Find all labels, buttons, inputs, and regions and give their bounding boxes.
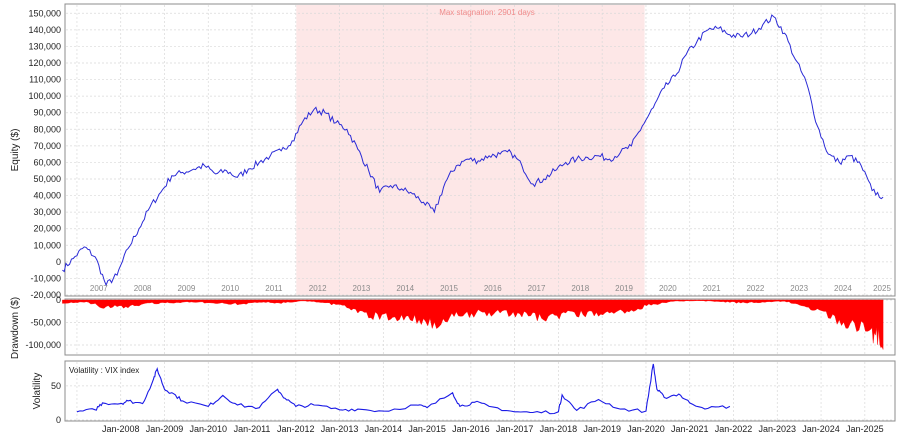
vix-x-tick: Jan-2021 xyxy=(671,424,709,434)
year-label: 2022 xyxy=(746,284,764,293)
year-label: 2018 xyxy=(571,284,589,293)
equity-ylabel: Equity ($) xyxy=(10,129,21,172)
vix-x-tick: Jan-2012 xyxy=(277,424,315,434)
stagnation-band xyxy=(296,5,645,295)
drawdown-y-tick: -100,000 xyxy=(25,340,61,350)
vix-y-tick: 0 xyxy=(56,415,61,425)
year-label: 2024 xyxy=(834,284,852,293)
year-label: 2013 xyxy=(353,284,371,293)
year-label: 2019 xyxy=(615,284,633,293)
equity-y-tick: 140,000 xyxy=(28,25,61,35)
equity-y-tick: 100,000 xyxy=(28,91,61,101)
equity-y-tick: 50,000 xyxy=(33,174,61,184)
year-label: 2015 xyxy=(440,284,458,293)
vix-x-tick: Jan-2023 xyxy=(759,424,797,434)
vix-x-tick: Jan-2018 xyxy=(540,424,578,434)
equity-y-tick: 30,000 xyxy=(33,207,61,217)
equity-y-tick: -20,000 xyxy=(30,290,61,300)
vix-x-tick: Jan-2019 xyxy=(583,424,621,434)
vix-x-tick: Jan-2017 xyxy=(496,424,534,434)
drawdown-area xyxy=(62,299,884,350)
vix-x-tick: Jan-2011 xyxy=(234,424,271,434)
drawdown-y-tick: 0 xyxy=(56,295,61,305)
vix-x-tick: Jan-2015 xyxy=(408,424,446,434)
equity-y-tick: 120,000 xyxy=(28,58,61,68)
year-label: 2020 xyxy=(659,284,677,293)
equity-y-tick: 40,000 xyxy=(33,191,61,201)
vix-x-tick: Jan-2014 xyxy=(365,424,403,434)
equity-y-tick: -10,000 xyxy=(30,273,61,283)
vix-ylabel: Volatility xyxy=(32,373,43,410)
equity-line xyxy=(62,14,884,287)
vix-x-tick: Jan-2010 xyxy=(189,424,227,434)
year-label: 2012 xyxy=(309,284,327,293)
year-label: 2008 xyxy=(134,284,152,293)
year-label: 2023 xyxy=(790,284,808,293)
vix-x-tick: Jan-2013 xyxy=(321,424,359,434)
equity-y-tick: 20,000 xyxy=(33,224,61,234)
equity-y-tick: 110,000 xyxy=(29,75,61,85)
equity-y-tick: 90,000 xyxy=(33,108,61,118)
equity-y-tick: 130,000 xyxy=(28,41,61,51)
vix-x-tick: Jan-2024 xyxy=(802,424,840,434)
year-label: 2025 xyxy=(873,284,891,293)
stagnation-annotation: Max stagnation: 2901 days xyxy=(439,8,535,17)
vix-y-tick: 50 xyxy=(51,381,61,391)
year-label: 2021 xyxy=(703,284,721,293)
drawdown-ylabel: Drawdown ($) xyxy=(10,297,21,359)
equity-y-tick: 80,000 xyxy=(33,124,61,134)
vix-x-tick: Jan-2020 xyxy=(627,424,665,434)
vix-x-tick: Jan-2016 xyxy=(452,424,490,434)
vix-x-tick: Jan-2008 xyxy=(102,424,140,434)
vix-x-tick: Jan-2025 xyxy=(846,424,884,434)
year-label: 2007 xyxy=(90,284,108,293)
drawdown-y-tick: -50,000 xyxy=(30,318,61,328)
equity-y-tick: 70,000 xyxy=(33,141,61,151)
vix-legend: Volatility : VIX index xyxy=(69,366,139,375)
year-label: 2014 xyxy=(396,284,414,293)
year-label: 2011 xyxy=(265,284,283,293)
year-label: 2016 xyxy=(484,284,502,293)
equity-y-tick: 150,000 xyxy=(28,8,61,18)
year-label: 2010 xyxy=(221,284,239,293)
year-label: 2009 xyxy=(177,284,195,293)
equity-y-tick: 0 xyxy=(56,257,61,267)
vix-panel xyxy=(64,360,896,422)
vix-line xyxy=(76,363,731,415)
equity-y-tick: 60,000 xyxy=(33,157,61,167)
vix-x-tick: Jan-2009 xyxy=(146,424,184,434)
vix-x-tick: Jan-2022 xyxy=(715,424,753,434)
year-label: 2017 xyxy=(528,284,546,293)
equity-y-tick: 10,000 xyxy=(33,240,61,250)
